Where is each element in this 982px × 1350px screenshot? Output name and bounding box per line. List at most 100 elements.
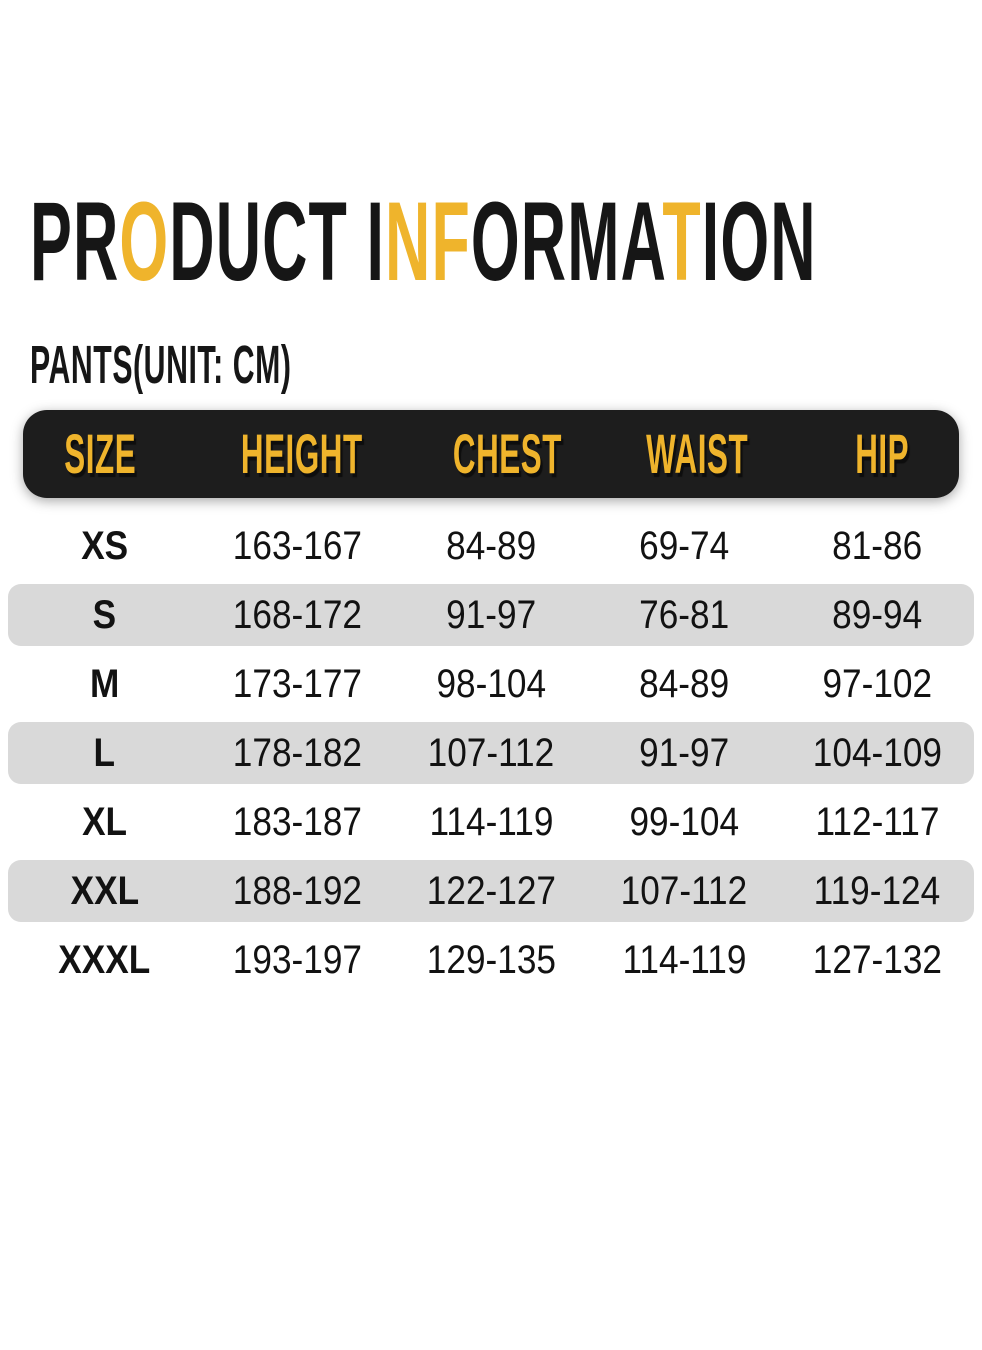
cell-text: 114-119 [429,800,553,844]
measurement-cell: 91-97 [394,595,587,635]
measurement-cell: 81-86 [781,526,974,566]
measurement-cell: 84-89 [394,526,587,566]
cell-text: 89-94 [832,593,923,637]
measurement-cell: 173-177 [201,664,394,704]
size-label-cell: L [8,733,201,773]
cell-text: L [93,731,116,775]
title-accent-letters: O [119,179,170,304]
table-row-xxxl: XXXL 193-197 129-135 114-119 127-132 [8,929,974,991]
table-row-l: L 178-182 107-112 91-97 104-109 [8,722,974,784]
cell-text: 168-172 [233,593,363,637]
measurement-cell: 107-112 [588,871,781,911]
size-label-cell: XXXL [8,940,201,980]
measurement-cell: 112-117 [781,802,974,842]
cell-text: 76-81 [639,593,730,637]
measurement-cell: 163-167 [201,526,394,566]
cell-text: 104-109 [812,731,942,775]
column-header-label: SIZE [64,422,137,485]
measurement-cell: 97-102 [781,664,974,704]
cell-text: 183-187 [233,800,363,844]
table-body: XS 163-167 84-89 69-74 81-86 S 168-172 91-97 76-… [8,515,974,991]
cell-text: 114-119 [622,938,747,982]
measurement-cell: 129-135 [394,940,587,980]
measurement-cell: 89-94 [781,595,974,635]
table-header-row: SIZE HEIGHT CHEST WAIST HIP [8,410,974,498]
table-row-xs: XS 163-167 84-89 69-74 81-86 [8,515,974,577]
title-accent-letters: NF [385,179,471,304]
cell-text: 91-97 [445,593,537,637]
size-label-cell: M [8,664,201,704]
cell-text: 91-97 [639,731,730,775]
cell-text: 107-112 [620,869,748,913]
cell-text: 107-112 [427,731,555,775]
measurement-cell: 69-74 [588,526,781,566]
column-header-size: SIZE [8,426,193,482]
cell-text: XL [82,800,128,844]
measurement-cell: 127-132 [781,940,974,980]
cell-text: 84-89 [639,662,730,706]
title-letters: PR [30,179,120,304]
title-accent-letters: T [662,179,702,304]
title-letters: ION [701,179,817,304]
size-label-cell: XXL [8,871,201,911]
column-header-label: CHEST [452,422,563,485]
measurement-cell: 122-127 [394,871,587,911]
cell-text: 69-74 [639,524,730,568]
column-header-label: WAIST [646,422,749,485]
measurement-cell: 188-192 [201,871,394,911]
measurement-cell: 104-109 [781,733,974,773]
cell-text: XXXL [58,938,151,982]
cell-text: 99-104 [629,800,739,844]
measurement-cell: 98-104 [394,664,587,704]
size-label-cell: S [8,595,201,635]
cell-text: XXL [70,869,139,913]
cell-text: 81-86 [832,524,923,568]
cell-text: 119-124 [814,869,941,913]
column-header-waist: WAIST [605,426,790,482]
table-row-xl: XL 183-187 114-119 99-104 112-117 [8,791,974,853]
measurement-cell: 84-89 [588,664,781,704]
measurement-cell: 91-97 [588,733,781,773]
cell-text: 188-192 [233,869,363,913]
column-header-label: HEIGHT [240,422,363,485]
column-header-label: HIP [854,422,909,485]
page-title: PRODUCT INFORMATION [0,0,982,304]
column-header-height: HEIGHT [193,426,411,482]
measurement-cell: 114-119 [588,940,781,980]
cell-text: S [92,593,117,637]
size-chart-table: SIZE HEIGHT CHEST WAIST HIP XS 163-167 84-89 69… [8,410,974,991]
column-header-hip: HIP [789,426,974,482]
cell-text: 173-177 [233,662,363,706]
measurement-cell: 76-81 [588,595,781,635]
cell-text: 178-182 [233,731,363,775]
table-row-m: M 173-177 98-104 84-89 97-102 [8,653,974,715]
size-label-cell: XL [8,802,201,842]
cell-text: XS [81,524,129,568]
cell-text: 127-132 [812,938,942,982]
size-label-cell: XS [8,526,201,566]
table-row-xxl: XXL 188-192 122-127 107-112 119-124 [8,860,974,922]
measurement-cell: 119-124 [781,871,974,911]
column-header-chest: CHEST [410,426,605,482]
measurement-cell: 114-119 [394,802,587,842]
measurement-cell: 183-187 [201,802,394,842]
measurement-cell: 178-182 [201,733,394,773]
table-row-s: S 168-172 91-97 76-81 89-94 [8,584,974,646]
table-header-background [23,410,959,498]
measurement-cell: 168-172 [201,595,394,635]
subtitle: PANTS(UNIT: CM) [0,304,982,394]
measurement-cell: 107-112 [394,733,587,773]
page-title-text: PRODUCT INFORMATION [30,186,817,298]
cell-text: 163-167 [233,524,363,568]
title-letters: DUCT I [169,179,386,304]
subtitle-text: PANTS(UNIT: CM) [30,335,292,395]
table-header-cells: SIZE HEIGHT CHEST WAIST HIP [8,410,974,498]
cell-text: 97-102 [822,662,933,706]
cell-text: 129-135 [426,938,556,982]
cell-text: M [89,662,120,706]
cell-text: 84-89 [445,524,537,568]
cell-text: 122-127 [426,869,556,913]
measurement-cell: 193-197 [201,940,394,980]
cell-text: 193-197 [233,938,363,982]
